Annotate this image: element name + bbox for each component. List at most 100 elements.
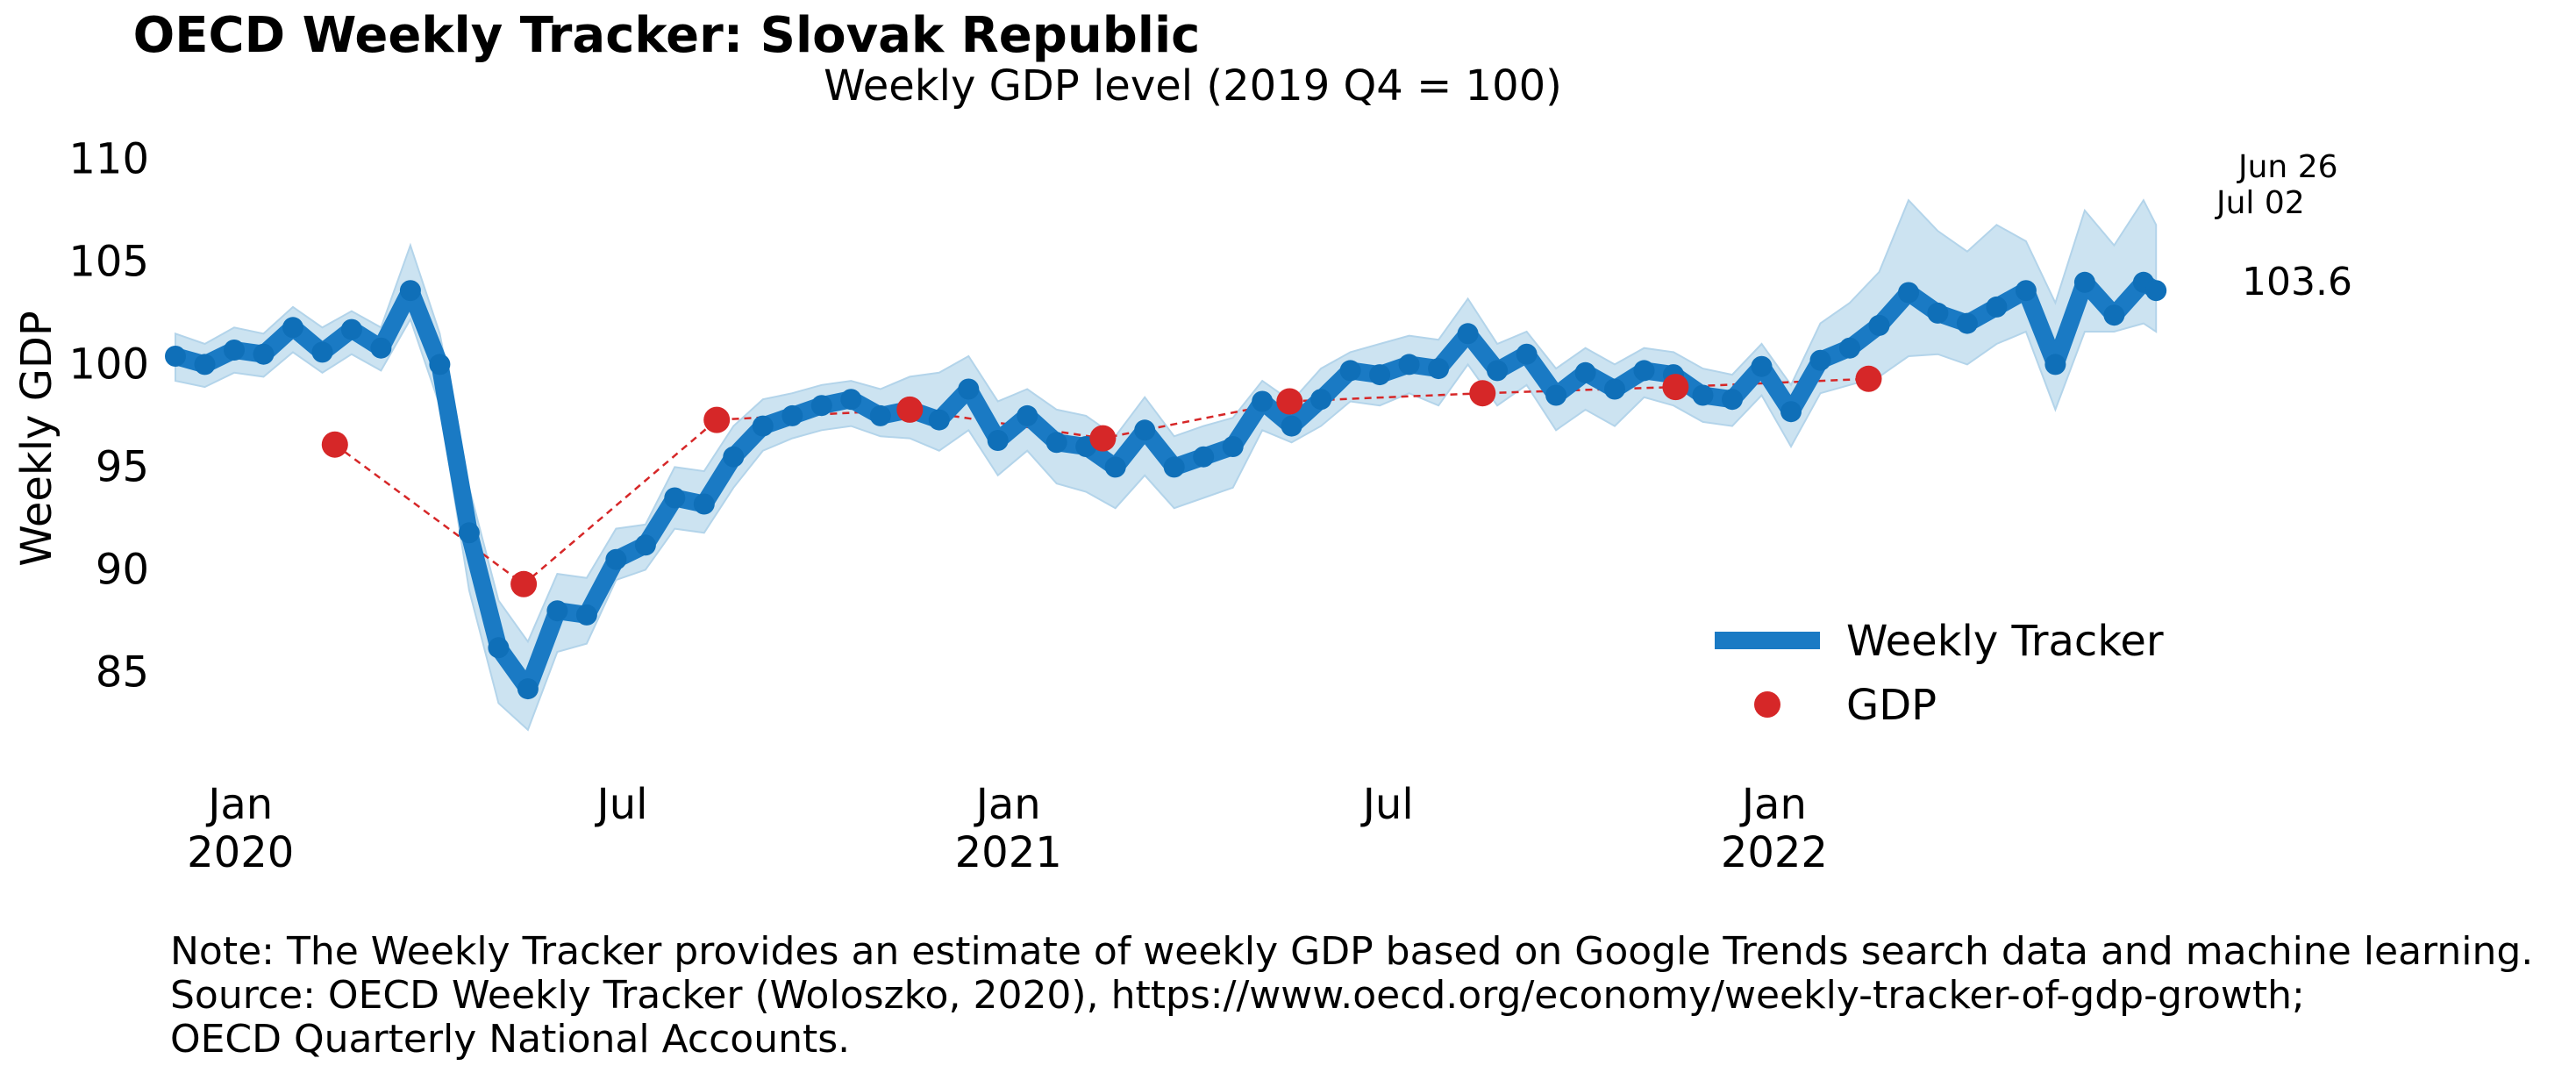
weekly-tracker-point: [2044, 354, 2066, 375]
weekly-tracker-point: [282, 317, 303, 339]
x-tick-year-label: 2021: [955, 828, 1062, 877]
weekly-tracker-point: [1868, 314, 1890, 336]
weekly-tracker-point: [2015, 280, 2037, 302]
weekly-tracker-point: [1516, 343, 1538, 365]
weekly-tracker-point: [693, 493, 715, 515]
weekly-tracker-point: [1281, 415, 1302, 437]
weekly-tracker-point: [488, 637, 510, 659]
weekly-tracker-point: [575, 604, 597, 626]
weekly-tracker-point: [1956, 312, 1978, 334]
x-tick-label: Jul: [1360, 780, 1414, 829]
weekly-tracker-point: [664, 487, 686, 509]
weekly-tracker-point: [1487, 360, 1509, 382]
weekly-tracker-point: [1722, 389, 1743, 411]
end-date-label-2: Jul 02: [2215, 185, 2305, 221]
y-tick-label: 90: [96, 545, 149, 594]
weekly-tracker-point: [2145, 280, 2167, 302]
legend-gdp-label: GDP: [1846, 681, 1937, 730]
weekly-tracker-point: [253, 343, 275, 365]
weekly-tracker-point: [1633, 360, 1655, 382]
weekly-tracker-point: [1252, 390, 1274, 412]
weekly-tracker-point: [311, 341, 333, 363]
end-value-label: 103.6: [2242, 260, 2352, 304]
x-tick-year-label: 2022: [1721, 828, 1828, 877]
weekly-tracker-point: [1222, 436, 1244, 457]
weekly-tracker-point: [165, 346, 186, 367]
weekly-tracker-point: [1398, 354, 1420, 375]
gdp-point: [1662, 374, 1689, 401]
weekly-tracker-point: [752, 415, 774, 437]
weekly-tracker-point: [840, 389, 862, 411]
weekly-tracker-point: [1428, 358, 1450, 380]
weekly-tracker-point: [1369, 364, 1391, 386]
note-line: Note: The Weekly Tracker provides an est…: [170, 929, 2534, 974]
gdp-point: [1276, 388, 1303, 415]
weekly-tracker-point: [1339, 360, 1361, 382]
y-tick-label: 100: [68, 340, 149, 389]
weekly-tracker-point: [224, 340, 245, 361]
weekly-tracker-point: [1193, 446, 1215, 468]
x-tick-label: Jan: [1739, 780, 1807, 829]
weekly-tracker-point: [340, 318, 362, 340]
weekly-tracker-point: [1104, 456, 1126, 478]
gdp-point: [510, 570, 538, 597]
weekly-tracker-point: [1457, 323, 1479, 345]
weekly-tracker-point: [370, 337, 392, 359]
y-tick-label: 105: [68, 237, 149, 286]
weekly-tracker-point: [1604, 378, 1625, 400]
weekly-tracker-point: [2073, 271, 2095, 293]
weekly-tracker-point: [517, 678, 539, 700]
gdp-point: [1089, 425, 1117, 452]
weekly-tracker-point: [1017, 404, 1038, 426]
y-tick-label: 95: [96, 442, 149, 491]
gdp-point: [1855, 365, 1882, 392]
legend-weekly-tracker-swatch: [1715, 632, 1820, 649]
weekly-tracker-point: [546, 600, 568, 622]
y-tick-label: 110: [68, 134, 149, 183]
weekly-tracker-point: [1574, 361, 1596, 383]
weekly-tracker-point: [987, 430, 1009, 451]
weekly-tracker-point: [1780, 401, 1802, 423]
chart-subtitle: Weekly GDP level (2019 Q4 = 100): [824, 61, 1562, 111]
weekly-tracker-point: [928, 409, 950, 431]
weekly-tracker-point: [958, 378, 980, 400]
weekly-tracker-point: [2103, 304, 2125, 326]
y-tick-label: 85: [96, 647, 149, 697]
weekly-tracker-point: [399, 280, 421, 302]
weekly-tracker-point: [1045, 432, 1067, 454]
weekly-tracker-point: [1898, 282, 1919, 304]
weekly-tracker-point: [1839, 337, 1860, 359]
weekly-tracker-point: [781, 404, 803, 426]
gdp-point: [1469, 380, 1496, 407]
x-tick-year-label: 2020: [187, 828, 294, 877]
end-date-label-1: Jun 26: [2237, 149, 2338, 185]
weekly-tracker-point: [869, 404, 891, 426]
weekly-tracker-point: [194, 354, 216, 375]
chart-title: OECD Weekly Tracker: Slovak Republic: [132, 7, 1201, 64]
legend-gdp-marker: [1754, 691, 1780, 718]
weekly-tracker-point: [810, 395, 832, 417]
weekly-tracker-point: [458, 522, 480, 544]
source-line: Source: OECD Weekly Tracker (Woloszko, 2…: [170, 973, 2305, 1018]
weekly-tracker-point: [1751, 355, 1773, 377]
legend: Weekly Tracker GDP: [1715, 617, 2164, 730]
weekly-tracker-point: [1310, 389, 1332, 411]
weekly-tracker-point: [1134, 419, 1156, 441]
gdp-point: [321, 431, 348, 458]
x-tick-label: Jan: [974, 780, 1041, 829]
x-tick-label: Jul: [595, 780, 648, 829]
weekly-tracker-point: [1545, 384, 1567, 406]
weekly-tracker-point: [1927, 302, 1949, 324]
weekly-tracker-point: [634, 534, 656, 556]
weekly-tracker-point: [605, 548, 627, 570]
gdp-point: [896, 396, 924, 423]
gdp-point: [703, 406, 731, 433]
legend-weekly-tracker-label: Weekly Tracker: [1846, 617, 2164, 666]
weekly-tracker-point: [1809, 349, 1831, 371]
source-line-continued: OECD Quarterly National Accounts.: [170, 1017, 851, 1062]
weekly-tracker-point: [1163, 456, 1185, 478]
weekly-tracker-point: [429, 354, 451, 375]
weekly-tracker-point: [723, 446, 745, 468]
weekly-tracker-point: [1986, 296, 2008, 318]
